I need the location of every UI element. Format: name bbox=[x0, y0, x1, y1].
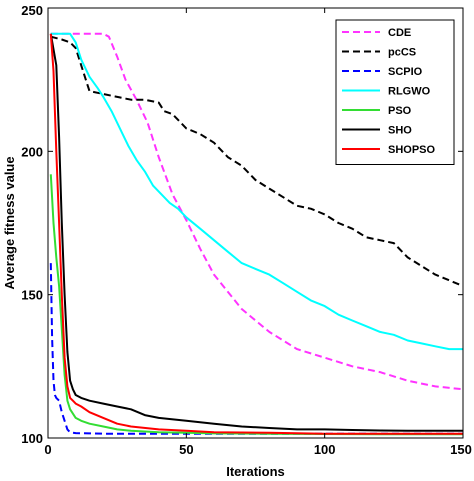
y-tick-label: 250 bbox=[21, 3, 43, 18]
legend-box bbox=[335, 19, 455, 165]
y-tick-label: 150 bbox=[21, 288, 43, 303]
x-tick-label: 0 bbox=[44, 442, 51, 457]
legend-label-rlgwo: RLGWO bbox=[388, 86, 431, 98]
y-axis-label: Average fitness value bbox=[2, 156, 17, 289]
x-axis-label: Iterations bbox=[226, 464, 285, 479]
series-line-pso bbox=[49, 174, 463, 436]
series-line-sho bbox=[49, 33, 463, 432]
legend-label-shopso: SHOPSO bbox=[388, 144, 436, 156]
series-line-rlgwo bbox=[50, 32, 463, 351]
series-line-cde bbox=[50, 32, 464, 391]
legend-label-sho: SHO bbox=[388, 125, 412, 137]
x-tick-label: 150 bbox=[450, 442, 472, 457]
legend-label-pso: PSO bbox=[388, 105, 412, 117]
series-line-scpio bbox=[49, 263, 463, 435]
series-line-pccs bbox=[50, 35, 464, 288]
x-tick-label: 100 bbox=[314, 442, 336, 457]
plot-area bbox=[49, 32, 464, 436]
legend-label-cde: CDE bbox=[388, 27, 411, 39]
axes-frame bbox=[47, 7, 464, 439]
axis-ticks: 0 50 100 150 100 150 200 250 bbox=[21, 3, 472, 457]
legend-label-pccs: pcCS bbox=[388, 47, 416, 59]
legend-label-scpio: SCPIO bbox=[388, 66, 423, 78]
y-tick-label: 200 bbox=[21, 144, 43, 159]
legend: CDE pcCS SCPIO RLGWO PSO SHO SHOPSO bbox=[335, 19, 455, 165]
series-line-shopso bbox=[49, 33, 463, 435]
x-tick-label: 50 bbox=[179, 442, 193, 457]
y-tick-label: 100 bbox=[21, 431, 43, 446]
